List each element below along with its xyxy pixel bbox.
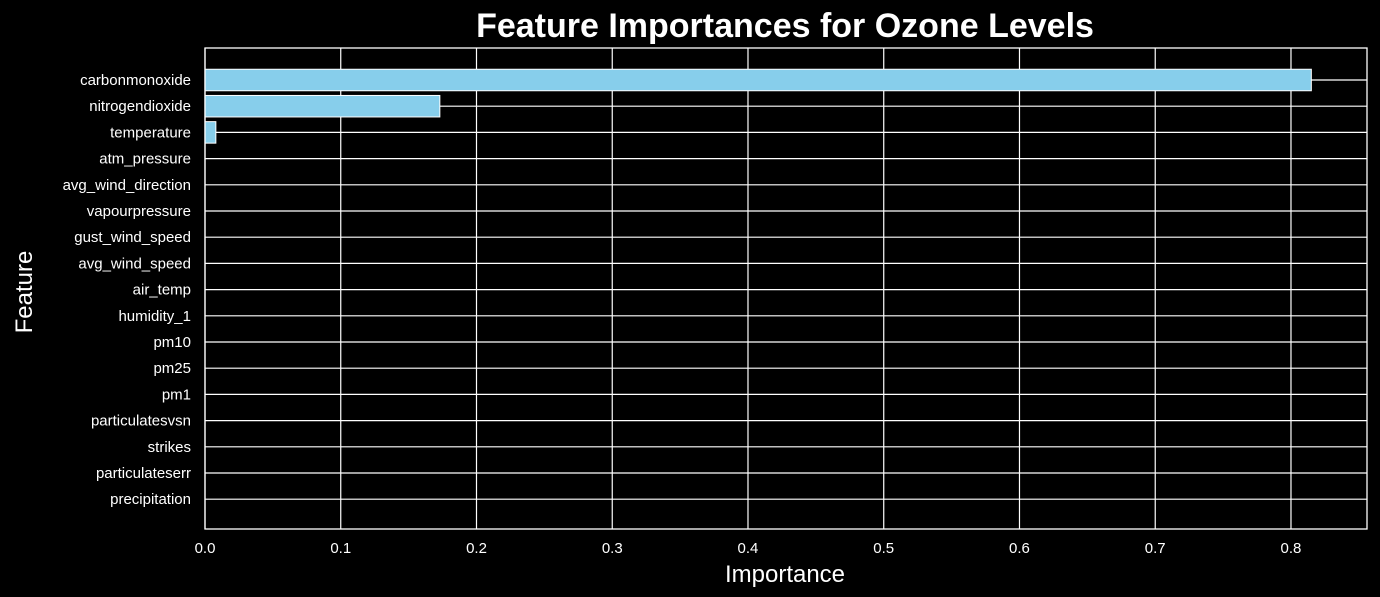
bar-nitrogendioxide bbox=[204, 94, 441, 118]
y-tick-label: vapourpressure bbox=[87, 203, 191, 220]
y-axis-label: Feature bbox=[11, 251, 38, 334]
y-tick-label: gust_wind_speed bbox=[74, 229, 191, 246]
bar-temperature bbox=[204, 121, 217, 144]
bar-layer bbox=[204, 68, 1312, 144]
y-tick-label: humidity_1 bbox=[118, 308, 191, 325]
y-tick-labels: carbonmonoxide nitrogendioxide temperature… bbox=[63, 72, 191, 508]
x-tick-label: 0.4 bbox=[738, 540, 759, 557]
y-tick-label: strikes bbox=[148, 439, 191, 456]
y-tick-label: atm_pressure bbox=[99, 151, 191, 168]
x-tick-label: 0.0 bbox=[195, 540, 216, 557]
y-tick-label: temperature bbox=[110, 124, 191, 141]
bar-carbonmonoxide bbox=[204, 68, 1312, 92]
y-tick-label: precipitation bbox=[110, 491, 191, 508]
x-tick-label: 0.8 bbox=[1281, 540, 1302, 557]
x-tick-label: 0.6 bbox=[1009, 540, 1030, 557]
grid-layer bbox=[204, 48, 1367, 529]
y-tick-label: air_temp bbox=[133, 282, 191, 299]
y-tick-label: pm25 bbox=[153, 360, 191, 377]
x-axis-label: Importance bbox=[725, 561, 845, 588]
y-tick-label: nitrogendioxide bbox=[89, 98, 191, 115]
y-tick-label: avg_wind_direction bbox=[63, 177, 191, 194]
y-tick-label: carbonmonoxide bbox=[80, 72, 191, 89]
x-tick-label: 0.7 bbox=[1145, 540, 1166, 557]
x-tick-label: 0.5 bbox=[873, 540, 894, 557]
x-tick-label: 0.3 bbox=[602, 540, 623, 557]
y-tick-label: pm1 bbox=[162, 386, 191, 403]
y-tick-label: particulateserr bbox=[96, 465, 191, 482]
x-tick-label: 0.2 bbox=[466, 540, 487, 557]
y-tick-label: particulatesvsn bbox=[91, 413, 191, 430]
plot-frame bbox=[204, 47, 1368, 530]
y-tick-label: avg_wind_speed bbox=[78, 255, 191, 272]
chart-title: Feature Importances for Ozone Levels bbox=[476, 7, 1094, 45]
x-tick-label: 0.1 bbox=[330, 540, 351, 557]
y-tick-label: pm10 bbox=[153, 334, 191, 351]
x-tick-labels: 0.0 0.1 0.2 0.3 0.4 0.5 0.6 0.7 0.8 bbox=[195, 540, 1302, 557]
